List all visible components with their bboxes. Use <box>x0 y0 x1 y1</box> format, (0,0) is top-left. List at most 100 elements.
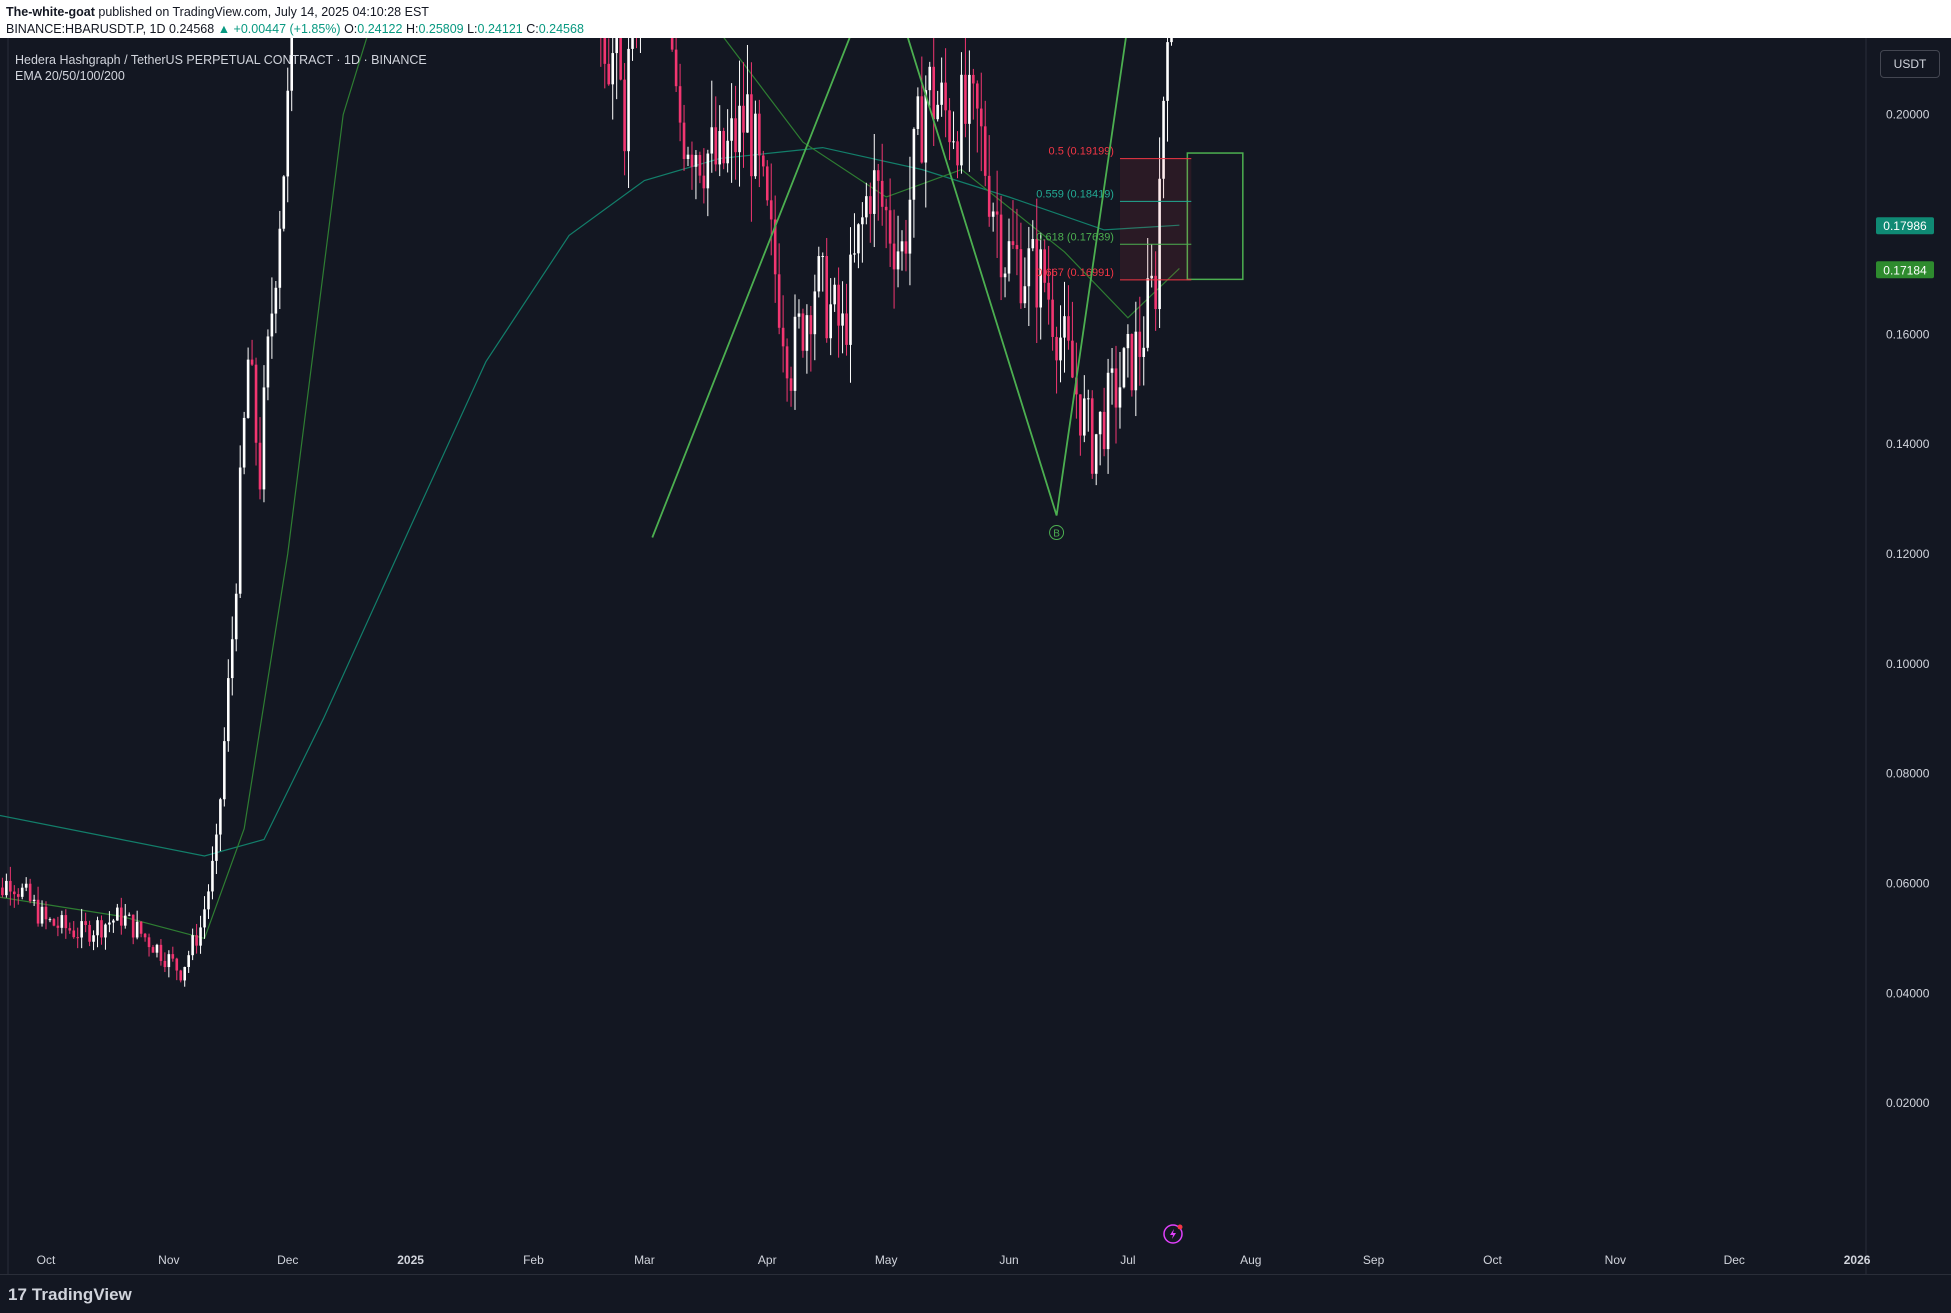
legend-indicator[interactable]: EMA 20/50/100/200 <box>15 69 125 83</box>
lightning-icon[interactable] <box>1163 1224 1183 1244</box>
candle-body <box>960 74 963 166</box>
author-name[interactable]: The-white-goat <box>6 5 95 19</box>
candle-body <box>155 944 159 953</box>
candle-body <box>995 211 999 215</box>
candle-body <box>797 313 801 317</box>
candle-body <box>1043 249 1046 283</box>
candle-body <box>738 105 741 153</box>
candle-body <box>175 958 179 971</box>
candle-body <box>611 53 615 85</box>
candle-body <box>698 155 702 176</box>
fib-label-0.667: 0.667 (0.16991) <box>1036 267 1114 279</box>
candle-body <box>920 96 924 163</box>
candle-body <box>286 90 290 177</box>
candle-body <box>135 921 139 938</box>
candle-body <box>789 378 793 391</box>
candle-body <box>68 928 72 931</box>
candle-body <box>20 887 24 897</box>
candle-body <box>627 48 630 152</box>
candle-body <box>1150 275 1153 279</box>
candle-body <box>1079 394 1082 436</box>
candle-body <box>1098 411 1102 435</box>
time-axis[interactable]: Oct Nov Dec 2025 Feb Mar Apr May Jun Jul Aug Sep Oct… <box>37 1253 1871 1267</box>
candle-body <box>207 891 210 910</box>
candle-body <box>1118 387 1122 408</box>
candle-body <box>928 66 932 91</box>
candle-body <box>944 82 947 111</box>
candle-body <box>1063 316 1066 338</box>
wave-marker-B <box>1049 525 1065 541</box>
symbol-label: BINANCE:HBARUSDT.P, 1D <box>6 22 166 36</box>
candle-body <box>1110 368 1114 373</box>
candle-body <box>9 880 12 892</box>
x-tick-label: Aug <box>1240 1253 1261 1267</box>
ema-price-tag-text: 0.17986 <box>1883 219 1927 233</box>
candle-body <box>773 219 777 275</box>
candle-body <box>56 925 60 928</box>
candle-body <box>92 935 95 942</box>
candle-body <box>230 639 234 679</box>
candle-body <box>1130 334 1134 391</box>
candle-body <box>1023 286 1027 304</box>
candle-body <box>916 96 920 129</box>
chart-legend[interactable]: Hedera Hashgraph / TetherUS PERPETUAL CO… <box>15 52 427 84</box>
candle-body <box>924 90 928 163</box>
candle-body <box>100 920 103 938</box>
candle-body <box>159 944 163 961</box>
ema-lines <box>0 0 1180 940</box>
candle-body <box>991 211 995 217</box>
candle-body <box>262 387 266 490</box>
candle-body <box>706 153 710 189</box>
candle-body <box>151 947 155 953</box>
candle-body <box>1106 372 1110 450</box>
candle-body <box>171 954 175 959</box>
candle-body <box>825 256 829 339</box>
x-tick-label: 2025 <box>397 1253 424 1267</box>
x-tick-label: Dec <box>1724 1253 1745 1267</box>
high-value: 0.25809 <box>418 22 464 36</box>
candle-body <box>904 241 908 254</box>
candle-body <box>765 166 769 201</box>
x-tick-label: Oct <box>1483 1253 1502 1267</box>
candle-body <box>163 960 167 968</box>
candle-body <box>28 883 32 902</box>
candle-body <box>769 200 773 220</box>
candle-body <box>678 86 682 123</box>
candle-body <box>1094 434 1098 474</box>
price-chart[interactable]: 0.5 (0.19199) 0.559 (0.18419) 0.618 (0.176… <box>0 0 1951 1276</box>
candle-body <box>912 128 916 200</box>
x-tick-label: Dec <box>277 1253 298 1267</box>
ema-fast-line <box>0 0 1180 940</box>
candle-body <box>1083 398 1086 436</box>
candle-body <box>746 94 749 133</box>
candle-body <box>131 914 135 938</box>
candle-body <box>999 214 1003 278</box>
candle-body <box>60 915 64 928</box>
candle-body <box>631 0 634 49</box>
candle-body <box>670 0 674 50</box>
candle-body <box>179 970 183 981</box>
candle-body <box>1031 239 1035 249</box>
candle-body <box>833 284 836 305</box>
low-label: L: <box>467 22 478 36</box>
tradingview-logo-icon: 17 <box>8 1285 27 1304</box>
candle-body <box>143 933 147 938</box>
candle-body <box>127 914 131 916</box>
x-tick-label: Jun <box>999 1253 1018 1267</box>
candle-body <box>1055 336 1058 361</box>
candle-body <box>829 304 832 339</box>
candle-body <box>892 243 896 270</box>
currency-unit-button[interactable]: USDT <box>1880 50 1940 78</box>
ema-price-tag <box>1876 261 1934 279</box>
candle-body <box>1047 282 1050 300</box>
tradingview-logo[interactable]: 17 TradingView <box>8 1285 132 1305</box>
chart-area[interactable]: 0.5 (0.19199) 0.559 (0.18419) 0.618 (0.176… <box>0 0 1951 1276</box>
x-tick-label: Feb <box>523 1253 544 1267</box>
y-tick-label: 0.16000 <box>1886 327 1930 341</box>
price-axis[interactable]: 0.02000 0.04000 0.06000 0.08000 0.10000 0.120… <box>1886 0 1930 1110</box>
candle-body <box>762 155 765 167</box>
candle-body <box>1011 241 1015 246</box>
candles <box>1 0 1173 987</box>
candle-body <box>801 313 805 351</box>
candle-body <box>876 170 880 181</box>
